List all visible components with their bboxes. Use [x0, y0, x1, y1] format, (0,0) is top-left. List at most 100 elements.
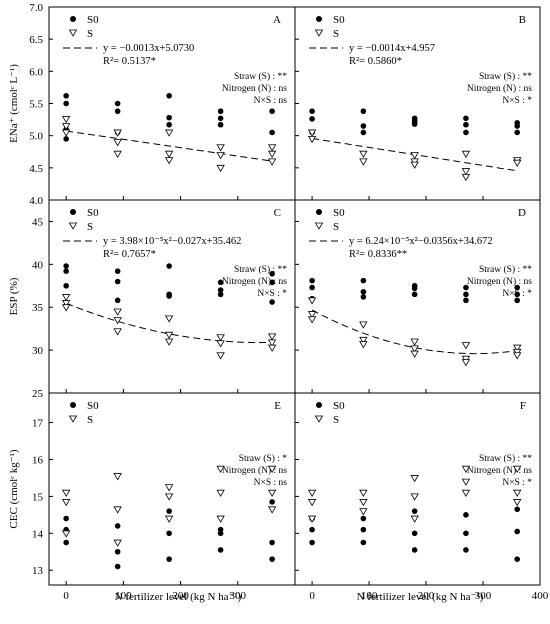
- point-s0: [63, 515, 69, 522]
- anova-stat: Nitrogen (N) : ns: [467, 465, 532, 476]
- panel-letter: E: [274, 400, 281, 412]
- legend-label-s: S: [333, 221, 339, 233]
- point-s0: [514, 297, 521, 304]
- x-tick-label: 200: [172, 590, 189, 602]
- point-s: [61, 294, 71, 302]
- point-s0: [514, 291, 521, 298]
- point-s0: [114, 108, 121, 115]
- panels: 4.0 4.5 5.0 5.5 6.0 6.5 7.0 ENa⁺ (cmolᶜ L⁻¹) A S0…: [8, 2, 541, 586]
- point-s: [164, 315, 174, 323]
- point-s: [164, 157, 174, 165]
- panel-frame: [294, 392, 541, 586]
- point-s0: [463, 121, 469, 128]
- y-tick-label: 4.5: [29, 163, 43, 175]
- point-s0: [166, 121, 172, 128]
- point-s0: [309, 277, 315, 284]
- fit-curve: [66, 130, 273, 162]
- point-s: [410, 475, 419, 483]
- x-tick-label: 100: [361, 590, 378, 602]
- y-tick-label: 5.0: [29, 131, 43, 143]
- point-s: [61, 499, 71, 507]
- point-s: [461, 342, 471, 350]
- point-s: [461, 465, 471, 473]
- point-s0: [463, 129, 469, 136]
- panel-E: 13 14 15 16 17 CEC (cmolᶜ kg⁻¹) E S0 S Straw (S) …: [8, 392, 296, 586]
- anova-stat: N×S : *: [502, 478, 532, 488]
- point-s0: [514, 129, 521, 136]
- point-s: [267, 339, 277, 347]
- x-ticks-right: 0 100 200 300 400: [309, 590, 548, 602]
- point-s0: [114, 268, 121, 274]
- anova-stat: Nitrogen (N) : ns: [222, 465, 287, 476]
- point-s0: [411, 547, 418, 553]
- regression-r2: R²= 0.8336**: [349, 249, 407, 260]
- regression-equation: y = −0.0013x+5.0730: [103, 43, 194, 54]
- point-s0: [269, 270, 275, 277]
- anova-stat: Straw (S) : **: [479, 453, 532, 464]
- point-s: [307, 129, 317, 137]
- point-s0: [269, 539, 275, 546]
- point-s: [216, 489, 225, 497]
- legend-label-s0: S0: [333, 14, 345, 26]
- legend-marker-s: [68, 29, 78, 37]
- point-s: [267, 158, 277, 166]
- point-s: [513, 465, 522, 473]
- point-s: [216, 334, 225, 342]
- y-tick-label: 4.0: [29, 195, 43, 207]
- point-s: [113, 150, 122, 158]
- point-s: [359, 321, 368, 329]
- point-s0: [63, 136, 69, 142]
- point-s: [513, 159, 522, 167]
- x-tick-label: 0: [63, 590, 69, 602]
- legend-label-s: S: [87, 414, 93, 426]
- point-s0: [463, 530, 469, 537]
- point-s: [307, 499, 317, 507]
- panel-D: D S0 Sy = 6.24×10⁻⁵x²−0.0356x+34.672 R²= 0.…: [294, 199, 541, 394]
- point-s: [267, 144, 277, 152]
- anova-stat: Straw (S) : **: [234, 264, 287, 275]
- point-s: [410, 161, 419, 169]
- legend-marker-s: [314, 29, 324, 37]
- x-axis-title-left: N fertilizer level (kg N ha⁻¹): [115, 591, 242, 603]
- point-s: [513, 352, 522, 360]
- point-s0: [463, 291, 469, 298]
- fit-curve: [66, 302, 273, 343]
- point-s: [359, 341, 368, 349]
- point-s: [359, 508, 368, 516]
- x-tick-label: 100: [115, 590, 132, 602]
- point-s0: [360, 123, 367, 129]
- point-s0: [63, 100, 69, 107]
- point-s: [410, 515, 419, 523]
- anova-stat: Straw (S) : **: [479, 71, 532, 82]
- point-s: [359, 336, 368, 345]
- point-s0: [166, 530, 172, 537]
- y-tick-label: 6.0: [29, 66, 43, 78]
- point-s: [307, 135, 317, 144]
- point-s: [61, 123, 71, 131]
- point-s: [113, 328, 122, 336]
- point-s0: [114, 523, 121, 529]
- point-s0: [360, 108, 367, 115]
- point-s0: [217, 121, 224, 128]
- legend-marker-s0: [70, 402, 76, 408]
- anova-stat: Straw (S) : **: [234, 71, 287, 82]
- x-axis-title-right: N fertilizer level (kg N ha⁻¹): [357, 591, 484, 603]
- point-s0: [360, 515, 367, 522]
- legend-label-s0: S0: [333, 207, 345, 219]
- anova-stat: N×S : *: [502, 96, 532, 106]
- point-s0: [309, 108, 315, 115]
- point-s0: [514, 123, 521, 129]
- y-tick-label: 15: [32, 491, 44, 503]
- point-s: [267, 344, 277, 352]
- point-s0: [309, 526, 315, 533]
- point-s: [61, 129, 71, 137]
- y-tick-label: 40: [32, 259, 44, 271]
- fit-curve: [311, 309, 518, 355]
- point-s: [410, 152, 419, 160]
- panel-letter: B: [519, 14, 526, 26]
- legend-label-s0: S0: [333, 400, 345, 412]
- point-s0: [63, 268, 69, 274]
- point-s: [513, 348, 522, 357]
- point-s0: [114, 548, 121, 555]
- regression-r2: R²= 0.5860*: [349, 56, 402, 67]
